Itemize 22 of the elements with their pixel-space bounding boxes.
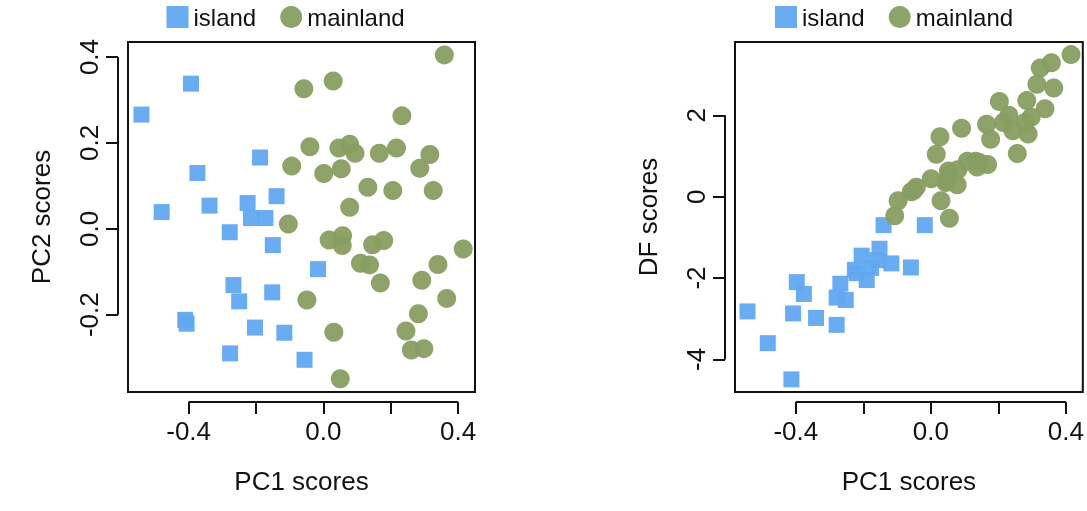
y-tick-label: 0.4 (74, 38, 104, 76)
y-tick-label: 0.0 (74, 210, 104, 247)
y-axis-title: DF scores (633, 157, 663, 277)
legend-label: island (802, 3, 865, 31)
y-tick-label: 0 (681, 189, 711, 204)
x-tick-label: -0.4 (166, 416, 212, 446)
x-tick-label: 0.0 (305, 416, 342, 446)
legend-label: island (193, 3, 257, 31)
y-tick-label: -0.2 (74, 292, 104, 338)
y-axis-title: PC2 scores (26, 149, 56, 285)
x-tick-label: 0.4 (440, 416, 477, 446)
x-axis-title: PC1 scores (234, 466, 369, 496)
y-tick-label: -4 (681, 347, 711, 371)
x-axis-title: PC1 scores (841, 466, 977, 496)
x-tick-label: -0.4 (773, 416, 819, 446)
y-tick-label: -2 (681, 266, 711, 290)
x-tick-label: 0.4 (1047, 416, 1085, 446)
y-tick-label: 0.2 (74, 124, 104, 161)
legend-label: mainland (915, 3, 1014, 31)
legend-label: mainland (307, 3, 405, 31)
y-tick-label: 2 (681, 108, 711, 123)
x-tick-label: 0.0 (912, 416, 949, 446)
